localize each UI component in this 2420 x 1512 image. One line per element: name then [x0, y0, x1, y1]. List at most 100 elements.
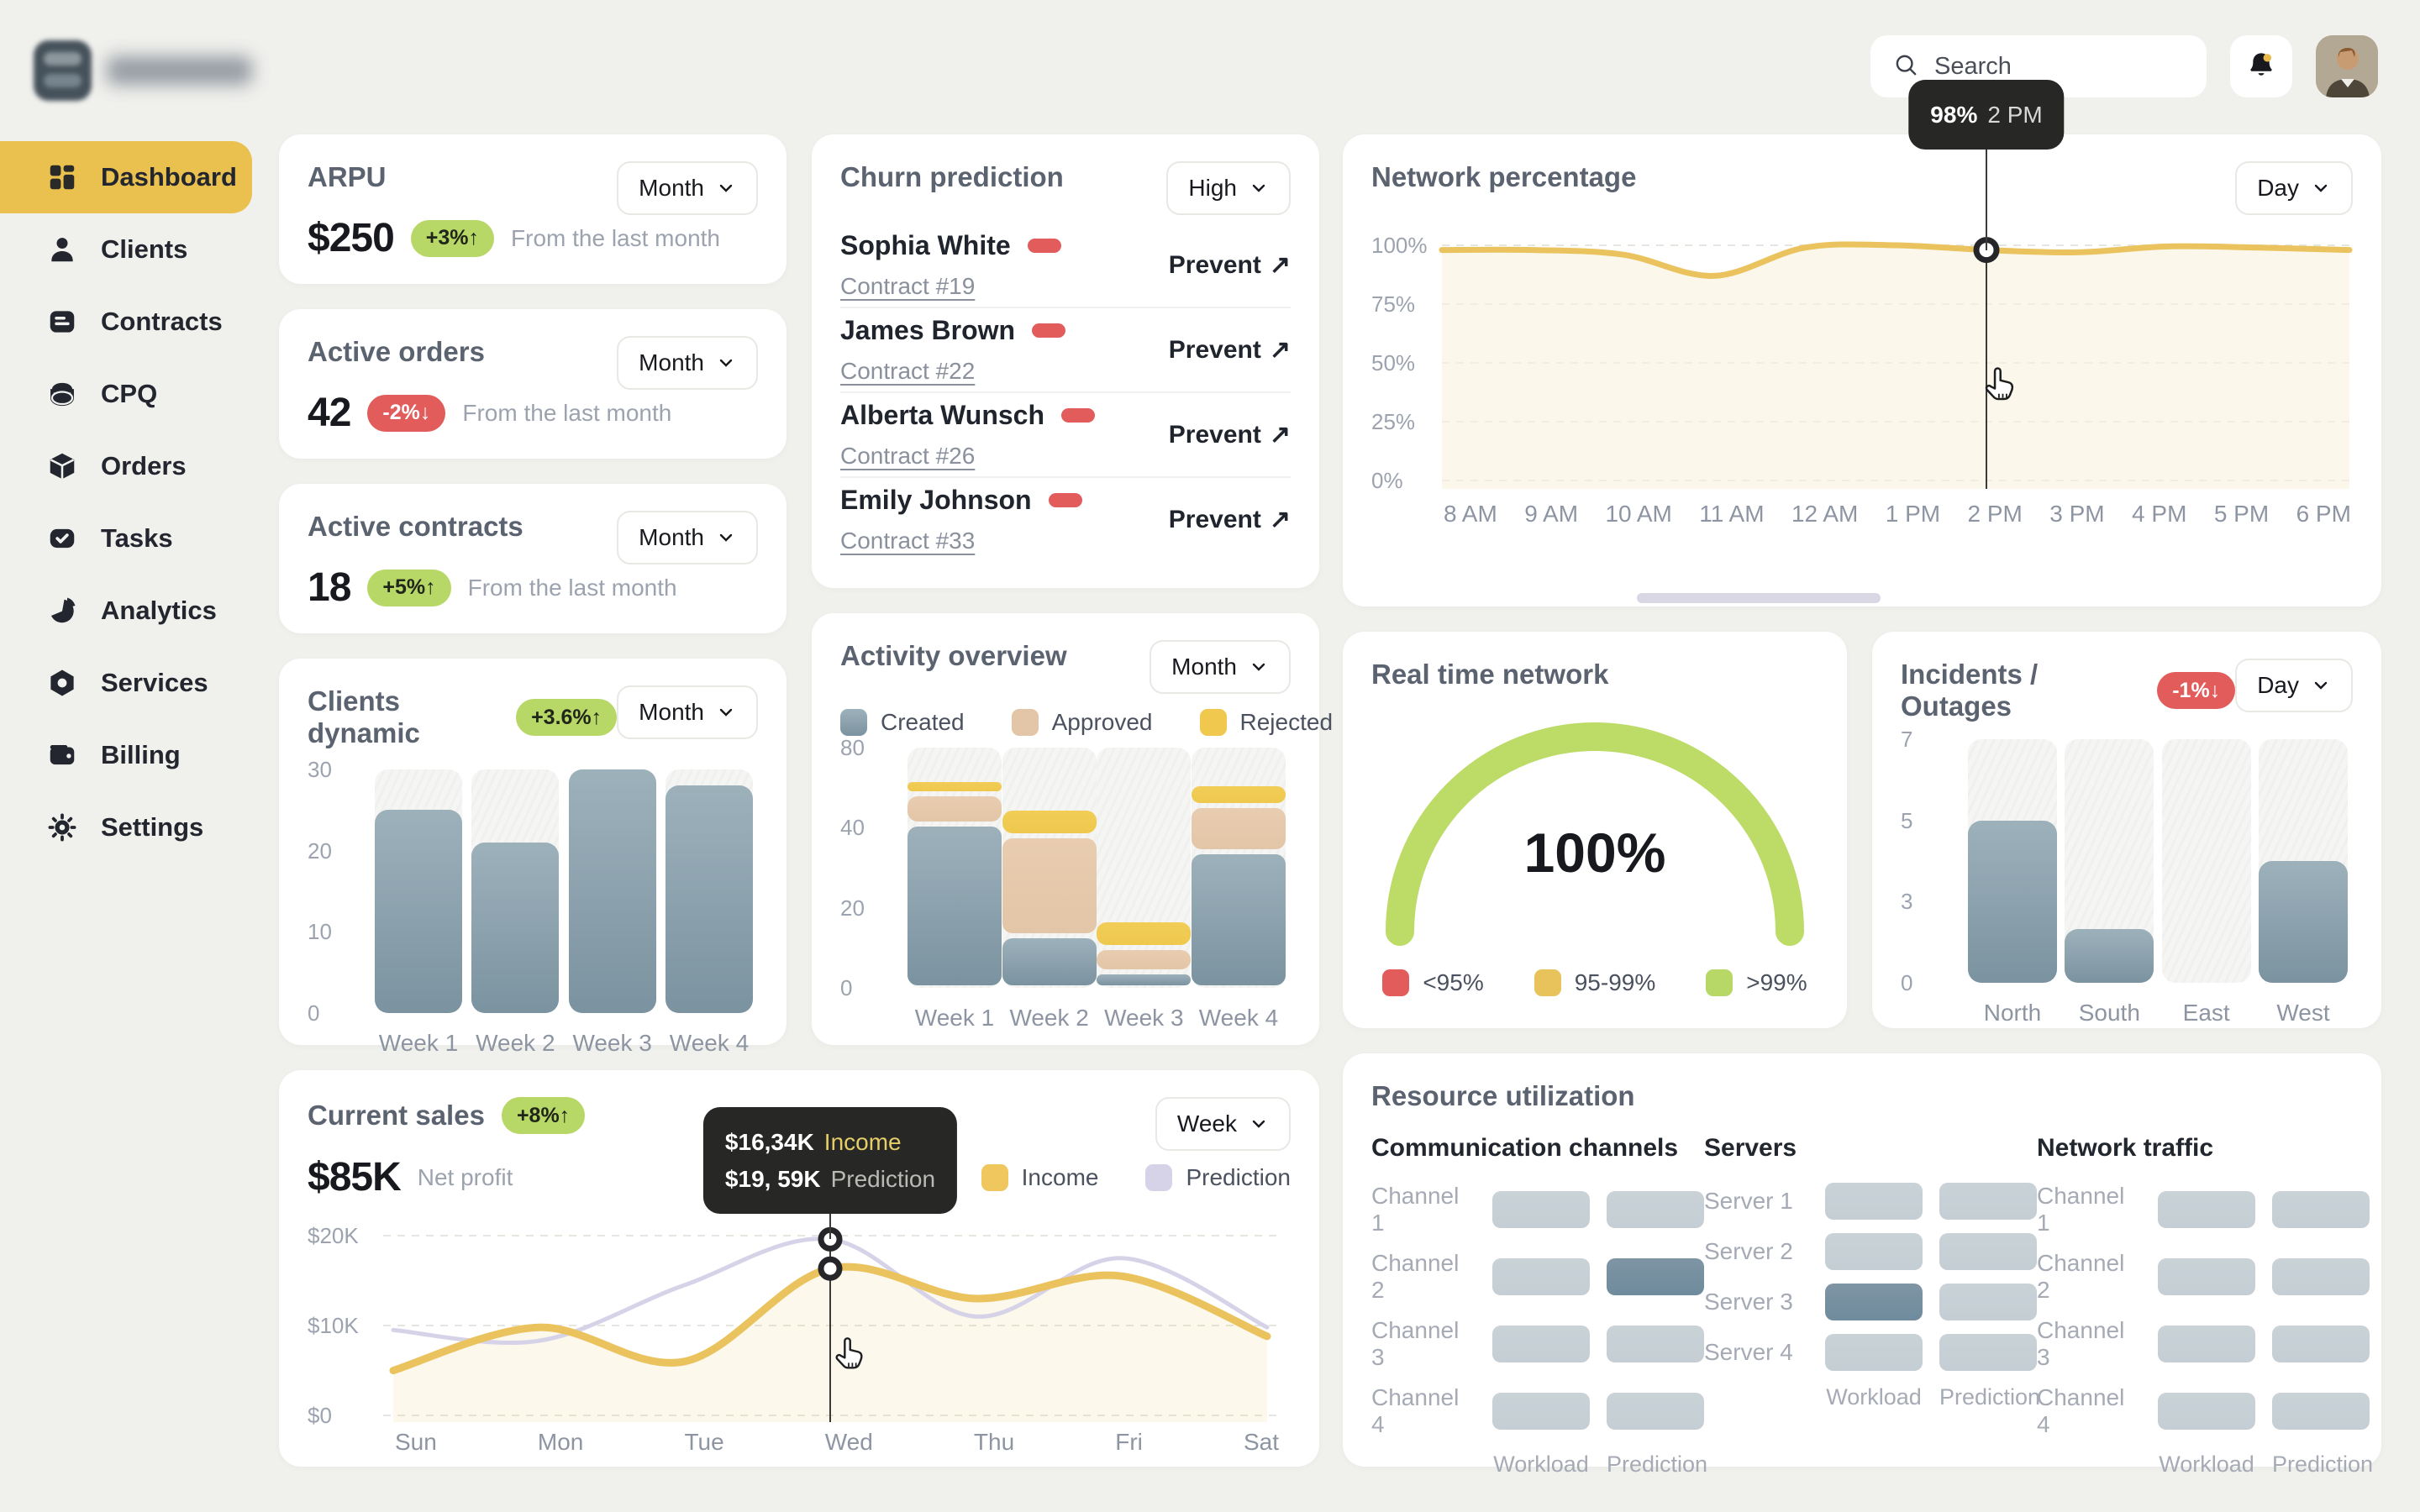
- bar-segment-created: [1191, 853, 1286, 985]
- real-time-network-card: Real time network 100% <95% 95-99% >99%: [1343, 632, 1847, 1028]
- x-tick-label: Week 2: [1009, 1005, 1089, 1031]
- wallet-icon: [45, 738, 79, 772]
- chevron-down-icon: [1252, 663, 1265, 671]
- prevent-link[interactable]: Prevent ↗: [1168, 335, 1291, 365]
- sidebar-item-services[interactable]: Services: [0, 647, 252, 719]
- sidebar-item-orders[interactable]: Orders: [0, 430, 252, 502]
- active-contracts-value: 18: [308, 565, 351, 610]
- clients-dynamic-card: Clients dynamic +3.6%↑ Month 30 20 10 0 Week…: [279, 659, 786, 1056]
- utilization-pill: [1492, 1393, 1590, 1430]
- bar-fill: [568, 769, 656, 1013]
- arrow-up-right-icon: ↗: [1269, 421, 1291, 449]
- resource-row: Server 2: [1704, 1233, 2037, 1270]
- resource-group-title: Communication channels: [1371, 1134, 1679, 1162]
- sidebar-item-analytics[interactable]: Analytics: [0, 575, 252, 647]
- churn-row: James Brown Contract #22 Prevent ↗: [840, 308, 1291, 393]
- contract-link[interactable]: Contract #33: [840, 528, 976, 554]
- hexagon-icon: [45, 666, 79, 700]
- clients-dynamic-badge: +3.6%↑: [516, 699, 618, 736]
- legend-item: Rejected: [1199, 709, 1333, 736]
- dashboard-icon: [45, 160, 79, 194]
- arrow-up-right-icon: ↗: [1269, 506, 1291, 533]
- x-tick-label: Week 1: [914, 1005, 995, 1031]
- arpu-badge: +3%↑: [410, 219, 495, 257]
- clients-dynamic-period-dropdown[interactable]: Month: [617, 685, 758, 739]
- sales-y-axis: $20K $10K $0: [308, 1223, 359, 1428]
- legend-item: Created: [840, 709, 965, 736]
- sidebar-item-dashboard[interactable]: Dashboard: [0, 141, 252, 213]
- churn-risk-dropdown[interactable]: High: [1166, 161, 1291, 215]
- bar-column: North: [1968, 739, 2057, 1026]
- resource-row: Server 4: [1704, 1334, 2037, 1371]
- active-contracts-period-dropdown[interactable]: Month: [617, 511, 758, 564]
- chevron-down-icon: [719, 708, 733, 717]
- churn-prediction-card: Churn prediction High Sophia White Contr…: [812, 134, 1319, 588]
- utilization-pill: [1825, 1334, 1923, 1371]
- horizontal-scrollbar[interactable]: [1637, 593, 1881, 603]
- contract-link[interactable]: Contract #26: [840, 443, 976, 469]
- churn-row: Alberta Wunsch Contract #26 Prevent ↗: [840, 393, 1291, 478]
- x-tick-label: East: [2182, 1000, 2230, 1026]
- resource-row-label: Channel 4: [1371, 1384, 1460, 1437]
- resource-row: Channel 3: [2037, 1317, 2370, 1371]
- prevent-link[interactable]: Prevent ↗: [1168, 250, 1291, 280]
- bar-segment-approved: [908, 795, 1002, 822]
- card-title: Churn prediction: [840, 161, 1064, 192]
- cursor-hand-icon: [1985, 367, 2014, 401]
- resource-row: Channel 4: [2037, 1384, 2370, 1438]
- search-icon: [1892, 51, 1919, 82]
- sidebar-item-billing[interactable]: Billing: [0, 719, 252, 791]
- sidebar-item-label: Clients: [101, 234, 188, 264]
- legend-item: >99%: [1706, 969, 1807, 996]
- utilization-pill: [1825, 1284, 1923, 1320]
- sidebar-item-label: Billing: [101, 740, 181, 769]
- current-sales-card: Current sales +8%↑ Week $85K Net profit …: [279, 1070, 1319, 1467]
- resource-groups: Communication channels Channel 1 Channel 2…: [1371, 1134, 2373, 1478]
- utilization-pill: [1492, 1258, 1590, 1295]
- bar-column: Week 3: [1097, 748, 1192, 1032]
- prevent-link[interactable]: Prevent ↗: [1168, 505, 1291, 534]
- card-title: Activity overview: [840, 640, 1067, 671]
- income-swatch: [981, 1163, 1008, 1191]
- created-swatch: [840, 709, 867, 736]
- active-orders-value: 42: [308, 391, 351, 435]
- current-sales-badge: +8%↑: [501, 1097, 586, 1134]
- yellow-swatch: [1534, 969, 1561, 996]
- network-percentage-card: Network percentage Day 100% 75% 50% 25% 0% 9…: [1343, 79, 2381, 606]
- network-period-dropdown[interactable]: Day: [2235, 161, 2353, 215]
- utilization-pill: [2272, 1326, 2370, 1362]
- bar-column: West: [2258, 739, 2348, 1026]
- avatar[interactable]: [2316, 35, 2378, 97]
- notifications-button[interactable]: [2230, 35, 2292, 97]
- arpu-card: ARPU Month $250 +3%↑ From the last month: [279, 134, 786, 284]
- prevent-link[interactable]: Prevent ↗: [1168, 420, 1291, 449]
- x-tick-label: North: [1983, 1000, 2042, 1026]
- contract-link[interactable]: Contract #19: [840, 273, 976, 299]
- sidebar-item-cpq[interactable]: CPQ: [0, 358, 252, 430]
- resource-row-label: Channel 1: [1371, 1183, 1460, 1236]
- gear-icon: [45, 811, 79, 844]
- incidents-period-dropdown[interactable]: Day: [2235, 659, 2353, 712]
- chevron-down-icon: [719, 359, 733, 367]
- activity-legend: Created Approved Rejected: [840, 709, 1333, 736]
- bar-fill: [2065, 928, 2154, 983]
- network-x-labels: 8 AM 9 AM 10 AM 11 AM 12 AM 1 PM 2 PM 3 PM 4 PM 5…: [1444, 501, 2351, 527]
- active-orders-period-dropdown[interactable]: Month: [617, 336, 758, 390]
- sidebar-item-clients[interactable]: Clients: [0, 213, 252, 286]
- sidebar-item-settings[interactable]: Settings: [0, 791, 252, 864]
- bell-icon: [2245, 50, 2277, 84]
- sidebar-item-contracts[interactable]: Contracts: [0, 286, 252, 358]
- current-sales-period-dropdown[interactable]: Week: [1155, 1097, 1291, 1151]
- chevron-down-icon: [1252, 1120, 1265, 1128]
- card-title: Clients dynamic: [308, 685, 420, 748]
- utilization-pill: [1939, 1284, 2037, 1320]
- arpu-period-dropdown[interactable]: Month: [617, 161, 758, 215]
- activity-period-dropdown[interactable]: Month: [1150, 640, 1291, 694]
- utilization-pill: [1939, 1183, 2037, 1220]
- contract-link[interactable]: Contract #22: [840, 358, 976, 384]
- sidebar-item-tasks[interactable]: Tasks: [0, 502, 252, 575]
- bar-column: Week 1: [908, 748, 1002, 1032]
- utilization-pill: [1492, 1191, 1590, 1228]
- sidebar-item-label: CPQ: [101, 379, 158, 408]
- card-title: Real time network: [1371, 659, 1609, 690]
